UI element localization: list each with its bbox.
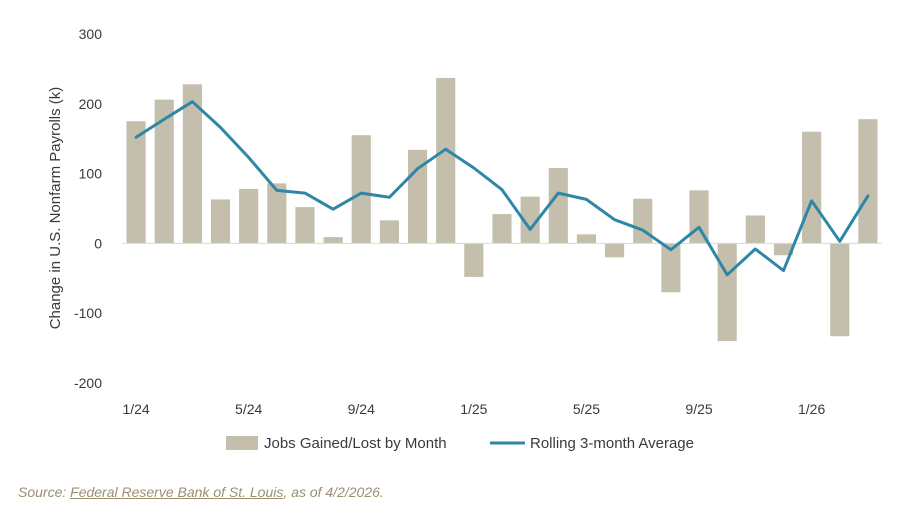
bar xyxy=(295,207,315,244)
x-tick-label: 9/24 xyxy=(348,401,375,417)
bar xyxy=(858,119,878,244)
bar-series xyxy=(126,77,878,342)
y-tick-label: 300 xyxy=(79,26,103,42)
bar xyxy=(379,220,399,244)
bar xyxy=(661,243,681,293)
bar xyxy=(436,77,456,244)
bar xyxy=(492,214,512,244)
legend-bar-swatch xyxy=(226,436,258,450)
bar xyxy=(773,243,794,256)
source-link[interactable]: Federal Reserve Bank of St. Louis xyxy=(70,484,284,500)
source-prefix: Source: xyxy=(18,484,71,500)
bar xyxy=(605,243,625,258)
bar xyxy=(239,188,259,244)
bar xyxy=(830,243,850,337)
bar xyxy=(210,199,231,244)
y-tick-label: 100 xyxy=(79,166,103,182)
source-note: Source: Federal Reserve Bank of St. Loui… xyxy=(18,484,384,500)
x-axis-ticks: 1/24 5/24 9/24 1/25 5/25 9/25 1/26 xyxy=(122,401,825,417)
x-tick-label: 1/24 xyxy=(122,401,149,417)
bar xyxy=(323,237,343,244)
bar xyxy=(520,196,540,244)
y-tick-label: -100 xyxy=(74,305,102,321)
y-axis-ticks: 300 200 100 0 -100 -200 xyxy=(74,26,102,391)
y-tick-label: 0 xyxy=(94,235,102,251)
x-tick-label: 1/25 xyxy=(460,401,487,417)
x-tick-label: 5/25 xyxy=(573,401,600,417)
bar xyxy=(267,183,287,244)
legend-bar-label: Jobs Gained/Lost by Month xyxy=(264,435,447,452)
legend: Jobs Gained/Lost by Month Rolling 3-mont… xyxy=(226,435,694,452)
bar xyxy=(126,121,146,244)
source-suffix: , as of 4/2/2026. xyxy=(283,484,384,500)
bar xyxy=(802,131,822,244)
y-tick-label: -200 xyxy=(74,375,102,391)
bar xyxy=(745,215,765,244)
x-tick-label: 1/26 xyxy=(798,401,825,417)
bar xyxy=(182,84,202,244)
bar xyxy=(464,243,484,277)
bar xyxy=(633,198,653,244)
bar xyxy=(548,168,568,244)
bar xyxy=(717,243,737,342)
y-axis-label: Change in U.S. Nonfarm Payrolls (k) xyxy=(47,87,64,330)
x-tick-label: 9/25 xyxy=(685,401,712,417)
bar xyxy=(351,135,371,244)
rolling-average-line xyxy=(134,100,870,277)
bar xyxy=(154,99,174,244)
bar xyxy=(576,234,597,244)
y-tick-label: 200 xyxy=(79,96,103,112)
bar xyxy=(689,190,709,244)
x-tick-label: 5/24 xyxy=(235,401,262,417)
legend-line-label: Rolling 3-month Average xyxy=(530,435,694,452)
